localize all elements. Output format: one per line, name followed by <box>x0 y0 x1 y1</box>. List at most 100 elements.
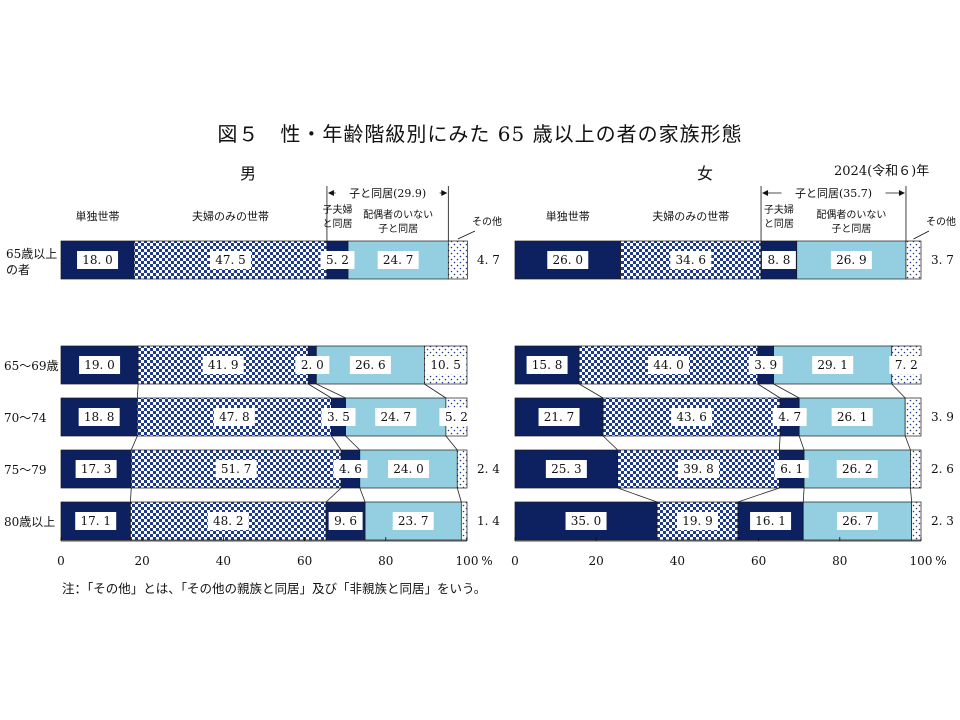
data-label-box <box>215 460 257 478</box>
category-label: 65〜69歳 <box>4 359 59 373</box>
data-label: 2. 0 <box>301 358 324 372</box>
legend-label-couple: 夫婦のみの世帯 <box>192 209 269 223</box>
data-label: 24. 7 <box>380 410 411 424</box>
bracket-arrow-right <box>898 190 905 196</box>
total-category-label-line1: 65歳以上 <box>6 247 57 261</box>
legend-label-other: その他 <box>926 215 956 228</box>
legend-label-couple: 夫婦のみの世帯 <box>652 209 729 223</box>
data-label: 10. 5 <box>430 358 461 372</box>
connector-line <box>904 435 911 451</box>
data-label-box <box>830 251 872 269</box>
x-tick-label: 40 <box>216 554 231 568</box>
data-label-box <box>750 512 792 530</box>
data-label-box <box>328 512 363 530</box>
x-unit-label: % <box>481 554 492 568</box>
x-tick-label: 100 <box>456 554 479 568</box>
data-label: 2. 6 <box>931 462 954 476</box>
data-label: 34. 6 <box>676 253 707 267</box>
connector-line <box>891 383 906 399</box>
data-label-box <box>676 512 718 530</box>
connector-line <box>456 487 462 503</box>
data-label: 9. 6 <box>334 514 357 528</box>
connector-line <box>578 383 604 399</box>
data-label: 5. 2 <box>326 253 349 267</box>
legend-label-unmarried-child-line2: 子と同居 <box>831 223 871 235</box>
connector-line <box>802 487 805 503</box>
data-label-box <box>321 408 356 426</box>
data-label: 26. 7 <box>842 514 873 528</box>
legend-label-unmarried-child-line1: 配偶者のいない <box>816 208 886 221</box>
connector-line <box>737 487 780 503</box>
data-label-box <box>547 251 589 269</box>
data-label-box <box>774 460 809 478</box>
data-label: 3. 5 <box>327 410 350 424</box>
data-label: 47. 8 <box>219 410 250 424</box>
legend-label-single: 単独世帯 <box>76 209 120 223</box>
data-label: 41. 9 <box>208 358 239 372</box>
data-label: 8. 8 <box>767 253 790 267</box>
category-label: 75〜79 <box>4 463 47 477</box>
data-label: 3. 7 <box>931 253 954 267</box>
connector-line <box>910 487 913 503</box>
bar-segment-other <box>905 240 922 280</box>
data-label-box <box>79 356 121 374</box>
data-label: 39. 8 <box>683 462 714 476</box>
data-label-box <box>320 251 355 269</box>
bracket-arrow-left <box>762 190 769 196</box>
connector-line <box>773 383 800 399</box>
connector-line <box>602 435 618 451</box>
data-label-box <box>213 408 255 426</box>
data-label: 4. 7 <box>778 410 801 424</box>
legend-label-unmarried-child-line2: 子と同居 <box>378 223 418 235</box>
data-label: 2. 3 <box>931 514 954 528</box>
data-label-box <box>812 356 854 374</box>
data-label: 17. 1 <box>80 514 111 528</box>
connector-line <box>345 435 361 451</box>
data-label-box <box>889 356 924 374</box>
data-label: 25. 3 <box>551 462 582 476</box>
connector-line <box>445 435 458 451</box>
data-label-box <box>202 356 244 374</box>
x-tick-label: 20 <box>135 554 150 568</box>
data-label: 16. 1 <box>755 514 786 528</box>
bar-segment-other <box>910 449 922 489</box>
bracket-arrow-left <box>327 190 334 196</box>
data-label-box <box>295 356 330 374</box>
data-label: 4. 7 <box>477 253 500 267</box>
panel-title-female: 女 <box>697 164 714 183</box>
data-label: 48. 2 <box>213 514 244 528</box>
data-label-box <box>545 460 587 478</box>
connector-line <box>331 435 342 451</box>
bar-segment-other <box>447 240 468 280</box>
footnote: 注：「その他」とは、「その他の親族と同居」及び「非親族と同居」をいう。 <box>62 581 487 596</box>
connector-line <box>130 487 132 503</box>
data-label: 51. 7 <box>221 462 252 476</box>
female-panel: 26. 0 34. 6 8. 8 26. 9 3. 7 15. 8 44. 0 3. 9 29.… <box>511 185 956 568</box>
other-leader-line <box>913 230 930 240</box>
data-label-box <box>836 460 878 478</box>
data-label-box <box>772 408 807 426</box>
data-label-box <box>78 408 120 426</box>
legend-label-married-child-line1: 子夫婦 <box>322 204 352 216</box>
x-tick-label: 80 <box>378 554 393 568</box>
data-label: 1. 4 <box>477 514 500 528</box>
x-tick-label: 40 <box>670 554 685 568</box>
data-label: 24. 7 <box>383 253 414 267</box>
data-label-box <box>333 460 368 478</box>
x-tick-label: 60 <box>751 554 766 568</box>
data-label-box <box>392 512 434 530</box>
data-label-box <box>526 356 568 374</box>
data-label-box <box>207 512 249 530</box>
data-label: 2. 4 <box>477 462 500 476</box>
data-label-box <box>678 460 720 478</box>
data-label: 21. 7 <box>544 410 575 424</box>
data-label: 26. 0 <box>553 253 584 267</box>
data-label: 3. 9 <box>754 358 777 372</box>
connector-line <box>617 487 658 503</box>
bracket-label-box <box>335 185 440 200</box>
data-label-box <box>748 356 783 374</box>
data-label: 19. 0 <box>84 358 115 372</box>
data-label-box <box>836 512 878 530</box>
data-label: 3. 9 <box>931 410 954 424</box>
